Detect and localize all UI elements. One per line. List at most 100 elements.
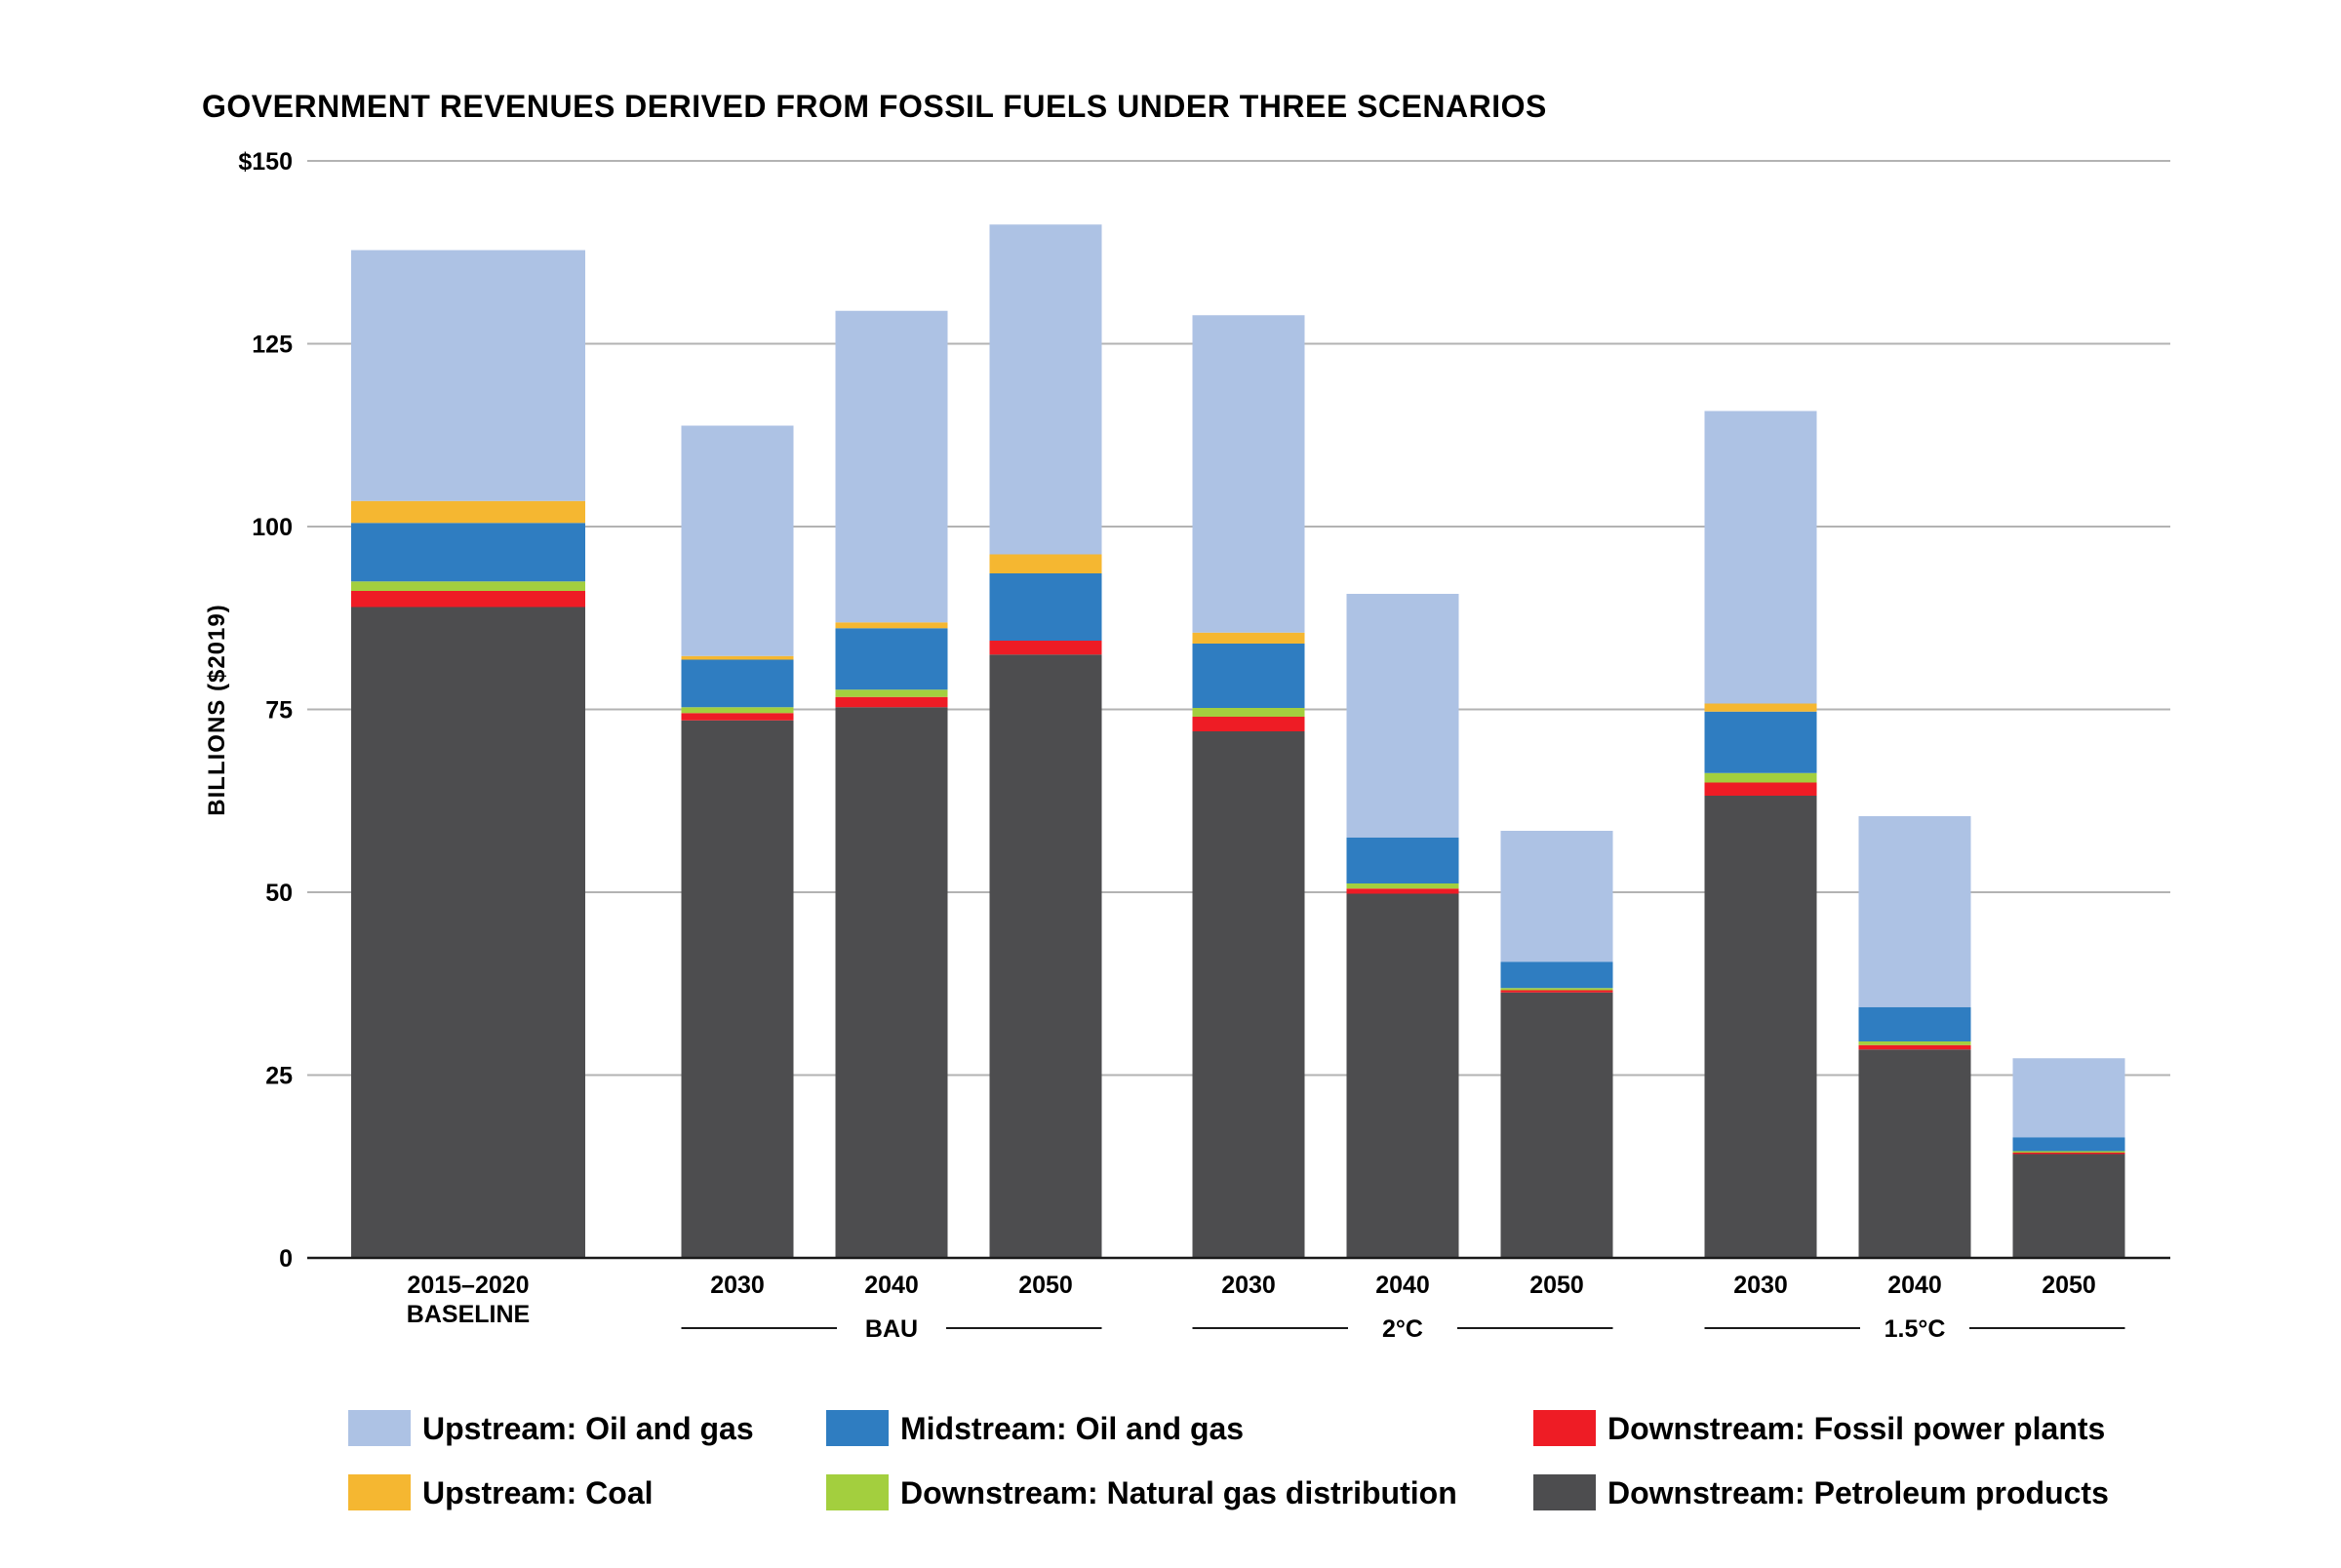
bar-segment — [989, 641, 1102, 655]
bar-segment — [1704, 796, 1817, 1258]
bar-segment — [2012, 1058, 2125, 1138]
y-tick-label: 125 — [252, 332, 293, 359]
legend-item: Downstream: Petroleum products — [1533, 1474, 2109, 1510]
bar-stacks — [351, 224, 2125, 1258]
bar-stack — [2012, 1058, 2125, 1258]
x-tick-label: 2040 — [864, 1272, 919, 1299]
bar-segment — [1192, 315, 1305, 633]
legend-swatch — [826, 1410, 889, 1446]
bar-segment — [2012, 1154, 2125, 1258]
bar-segment — [1500, 992, 1613, 1258]
bar-segment — [989, 224, 1102, 555]
legend-label: Downstream: Natural gas distribution — [900, 1475, 1457, 1510]
bar-segment — [681, 713, 794, 721]
bar-segment — [1192, 717, 1305, 731]
bar-segment — [1500, 988, 1613, 991]
legend-item: Downstream: Fossil power plants — [1533, 1410, 2105, 1446]
legend-label: Downstream: Petroleum products — [1607, 1475, 2109, 1510]
y-tick-label: 50 — [265, 880, 293, 907]
bar-stack — [835, 310, 948, 1258]
bar-segment — [351, 607, 585, 1258]
bar-segment — [835, 628, 948, 690]
legend-label: Midstream: Oil and gas — [900, 1411, 1244, 1446]
y-tick-label: 0 — [279, 1245, 293, 1273]
y-axis-label: BILLIONS ($2019) — [204, 604, 230, 815]
legend-swatch — [1533, 1474, 1596, 1510]
bar-segment — [351, 250, 585, 501]
bar-segment — [2012, 1153, 2125, 1155]
legend-item: Upstream: Coal — [348, 1474, 654, 1510]
bar-segment — [351, 500, 585, 524]
bar-segment — [989, 573, 1102, 641]
bar-segment — [1500, 990, 1613, 993]
bar-segment — [1192, 632, 1305, 644]
group-label: BAU — [865, 1315, 918, 1343]
bar-stack — [1346, 594, 1459, 1258]
bar-segment — [835, 310, 948, 623]
bar-stack — [989, 224, 1102, 1258]
bar-stack — [1858, 816, 1971, 1258]
bar-segment — [2012, 1151, 2125, 1153]
bar-segment — [1704, 772, 1817, 783]
legend: Upstream: Oil and gas Midstream: Oil and … — [348, 1410, 2109, 1510]
bar-segment — [835, 689, 948, 697]
bar-stack — [1704, 411, 1817, 1258]
bar-segment — [1704, 711, 1817, 773]
legend-item: Downstream: Natural gas distribution — [826, 1474, 1457, 1510]
bar-segment — [1500, 961, 1613, 989]
bar-segment — [681, 707, 794, 714]
x-tick-label: 2050 — [1529, 1272, 1584, 1299]
x-tick-label: 2030 — [1733, 1272, 1788, 1299]
chart-title: GOVERNMENT REVENUES DERIVED FROM FOSSIL … — [202, 89, 1547, 124]
bar-segment — [1346, 888, 1459, 894]
x-tick-label: 2040 — [1375, 1272, 1430, 1299]
x-tick-label: 2050 — [1018, 1272, 1073, 1299]
x-tick-label-line2: BASELINE — [407, 1301, 530, 1328]
bar-segment — [1858, 1041, 1971, 1045]
bar-stack — [1192, 315, 1305, 1258]
bar-stack — [351, 250, 585, 1258]
y-tick-label: $150 — [238, 148, 293, 176]
bar-segment — [1858, 1049, 1971, 1258]
y-tick-label: 100 — [252, 514, 293, 541]
bar-segment — [2012, 1137, 2125, 1152]
bar-segment — [1704, 782, 1817, 796]
group-label: 1.5°C — [1885, 1315, 1946, 1343]
bar-segment — [1346, 883, 1459, 889]
bar-segment — [1192, 708, 1305, 717]
bar-segment — [351, 581, 585, 591]
bar-segment — [989, 554, 1102, 573]
bar-segment — [681, 655, 794, 660]
bar-segment — [835, 707, 948, 1258]
bar-segment — [351, 591, 585, 608]
legend-item: Midstream: Oil and gas — [826, 1410, 1244, 1446]
legend-swatch — [348, 1410, 411, 1446]
bar-segment — [1704, 411, 1817, 704]
bar-segment — [681, 720, 794, 1258]
bar-segment — [1858, 1044, 1971, 1050]
bar-segment — [1192, 644, 1305, 708]
bar-segment — [681, 659, 794, 708]
legend-label: Downstream: Fossil power plants — [1607, 1411, 2105, 1446]
bar-segment — [835, 696, 948, 708]
legend-label: Upstream: Coal — [422, 1475, 654, 1510]
legend-swatch — [348, 1474, 411, 1510]
bar-segment — [1858, 1006, 1971, 1041]
bar-stack — [681, 425, 794, 1258]
bar-segment — [1704, 703, 1817, 712]
bar-segment — [989, 654, 1102, 1258]
bar-stack — [1500, 831, 1613, 1258]
bar-segment — [835, 622, 948, 629]
y-tick-label: 25 — [265, 1063, 293, 1090]
bar-segment — [681, 425, 794, 656]
legend-label: Upstream: Oil and gas — [422, 1411, 754, 1446]
group-label: 2°C — [1382, 1315, 1423, 1343]
bar-segment — [351, 523, 585, 582]
x-tick-label: 2030 — [1221, 1272, 1276, 1299]
x-tick-label: 2030 — [710, 1272, 765, 1299]
bar-segment — [1346, 893, 1459, 1258]
bar-segment — [1346, 837, 1459, 883]
x-tick-label: 2050 — [2042, 1272, 2096, 1299]
